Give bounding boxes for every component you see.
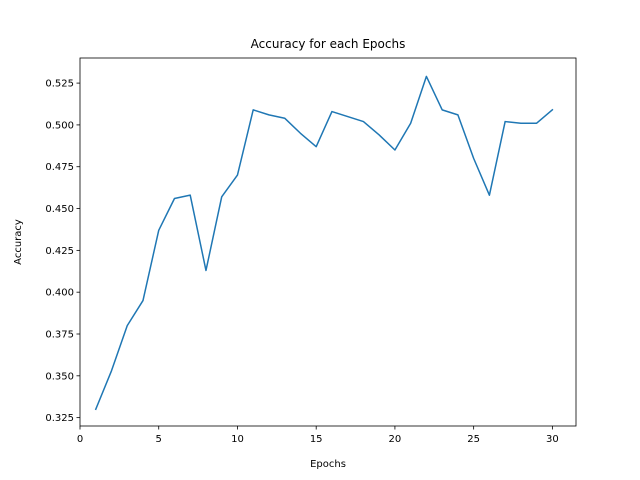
x-axis: 0 5 10 15 20 25 30 [77, 426, 559, 445]
accuracy-series-line [94, 75, 554, 411]
x-tick-label: 5 [156, 434, 162, 445]
x-tick-label: 10 [231, 434, 244, 445]
y-tick-label: 0.525 [45, 79, 74, 90]
x-tick-label: 30 [546, 434, 559, 445]
x-tick-label: 25 [467, 434, 480, 445]
x-axis-label: Epochs [310, 459, 346, 470]
y-tick-label: 0.325 [45, 413, 74, 424]
y-tick-label: 0.425 [45, 246, 74, 257]
y-axis: 0.325 0.350 0.375 0.400 0.425 0.450 0.475 0.500… [45, 79, 80, 424]
y-tick-label: 0.450 [45, 204, 74, 215]
y-tick-label: 0.400 [45, 288, 74, 299]
y-tick-label: 0.350 [45, 371, 74, 382]
y-axis-label: Accuracy [13, 219, 24, 265]
x-tick-label: 20 [389, 434, 402, 445]
x-tick-label: 15 [310, 434, 323, 445]
y-tick-label: 0.500 [45, 120, 74, 131]
y-tick-label: 0.375 [45, 330, 74, 341]
plot-frame [79, 57, 577, 427]
x-tick-label: 0 [77, 434, 83, 445]
y-tick-label: 0.475 [45, 162, 74, 173]
chart-title: Accuracy for each Epochs [251, 37, 406, 51]
